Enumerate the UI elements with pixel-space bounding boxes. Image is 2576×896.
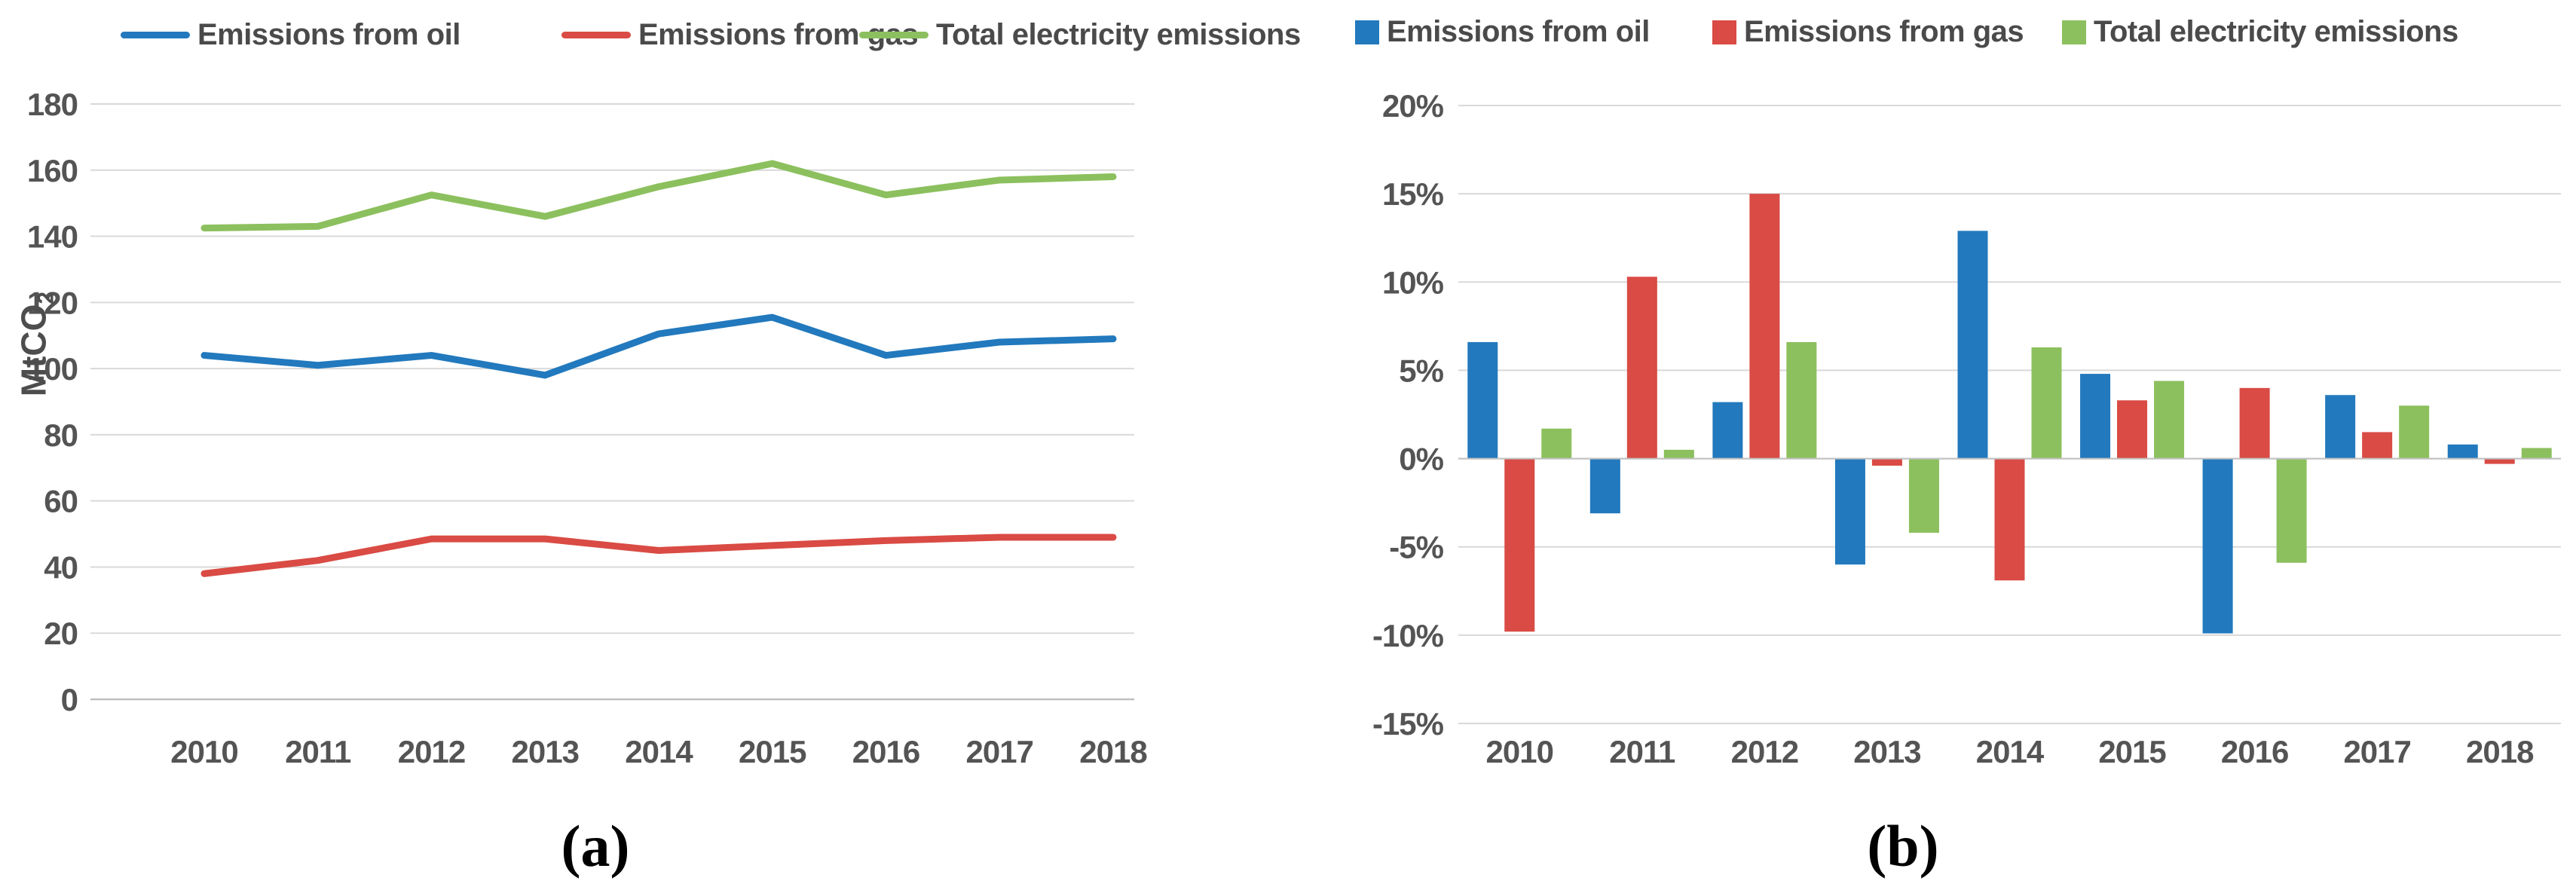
panel-a-line-chart: 180 160 140 120 100 80 60 40 20 0 2010 2011 2012 2013… <box>14 18 1301 879</box>
svg-text:15%: 15% <box>1382 176 1444 212</box>
svg-text:2010: 2010 <box>1486 734 1553 769</box>
svg-text:160: 160 <box>27 153 78 188</box>
svg-text:0%: 0% <box>1399 442 1443 477</box>
svg-text:140: 140 <box>27 219 78 255</box>
svg-text:60: 60 <box>44 484 78 519</box>
gas-square-swatch-icon <box>1712 20 1736 44</box>
svg-text:80: 80 <box>44 417 78 453</box>
legend-item-gas-b: Emissions from gas <box>1712 15 2024 49</box>
legend-label-total-b: Total electricity emissions <box>2094 15 2458 48</box>
svg-text:2014: 2014 <box>625 734 693 769</box>
y-axis-label-mtco2: MtCO2 <box>14 291 59 397</box>
svg-text:-10%: -10% <box>1372 618 1444 653</box>
svg-text:40: 40 <box>44 549 78 585</box>
total-square-swatch-icon <box>2062 20 2086 44</box>
svg-text:5%: 5% <box>1399 353 1443 388</box>
svg-text:120: 120 <box>27 285 78 320</box>
legend-label-oil-a: Emissions from oil <box>197 18 460 51</box>
svg-text:180: 180 <box>27 87 78 122</box>
svg-text:2015: 2015 <box>2098 734 2166 769</box>
svg-text:2013: 2013 <box>1853 734 1920 769</box>
legend-label-total-a: Total electricity emissions <box>936 18 1301 51</box>
svg-text:2010: 2010 <box>170 734 237 769</box>
svg-text:-5%: -5% <box>1389 530 1443 565</box>
legend-label-gas-b: Emissions from gas <box>1744 15 2024 48</box>
svg-text:2015: 2015 <box>739 734 806 769</box>
svg-text:-15%: -15% <box>1372 706 1444 742</box>
legend-item-oil-b: Emissions from oil <box>1355 15 1650 49</box>
legend-item-total-b: Total electricity emissions <box>2062 15 2458 49</box>
svg-text:2016: 2016 <box>2221 734 2288 769</box>
svg-text:2018: 2018 <box>1079 734 1147 769</box>
svg-text:10%: 10% <box>1382 265 1444 300</box>
panel-b-bar-chart: 20% 15% 10% 5% 0% -5% -10% -15% 2010 2011 2012 2013… <box>1289 0 2576 896</box>
svg-text:2016: 2016 <box>852 734 919 769</box>
svg-text:2018: 2018 <box>2466 734 2534 769</box>
svg-text:20: 20 <box>44 616 78 651</box>
svg-text:2013: 2013 <box>512 734 579 769</box>
panel-b-caption: (b) <box>1867 813 1939 879</box>
svg-text:2012: 2012 <box>398 734 465 769</box>
svg-text:2011: 2011 <box>1609 734 1675 769</box>
svg-text:2017: 2017 <box>2343 734 2410 769</box>
legend-label-oil-b: Emissions from oil <box>1387 15 1650 48</box>
svg-text:0: 0 <box>61 682 78 717</box>
svg-text:2012: 2012 <box>1731 734 1798 769</box>
oil-square-swatch-icon <box>1355 20 1379 44</box>
legend-item-oil-a: Emissions from oil <box>121 18 460 52</box>
svg-text:100: 100 <box>27 351 78 387</box>
panel-a-caption: (a) <box>561 813 630 879</box>
gas-line-swatch-icon <box>561 32 631 38</box>
legend-item-total-a: Total electricity emissions <box>859 18 1301 52</box>
bar-chart-svg: 20% 15% 10% 5% 0% -5% -10% -15% 2010 2011 2012 2013… <box>1372 88 2561 769</box>
svg-text:2014: 2014 <box>1976 734 2045 769</box>
svg-text:2011: 2011 <box>285 734 351 769</box>
total-line-swatch-icon <box>859 32 929 38</box>
line-chart-svg: 180 160 140 120 100 80 60 40 20 0 2010 2011 2012 2013… <box>27 87 1148 769</box>
svg-text:2017: 2017 <box>966 734 1033 769</box>
oil-line-swatch-icon <box>121 32 190 38</box>
svg-text:20%: 20% <box>1382 88 1444 124</box>
